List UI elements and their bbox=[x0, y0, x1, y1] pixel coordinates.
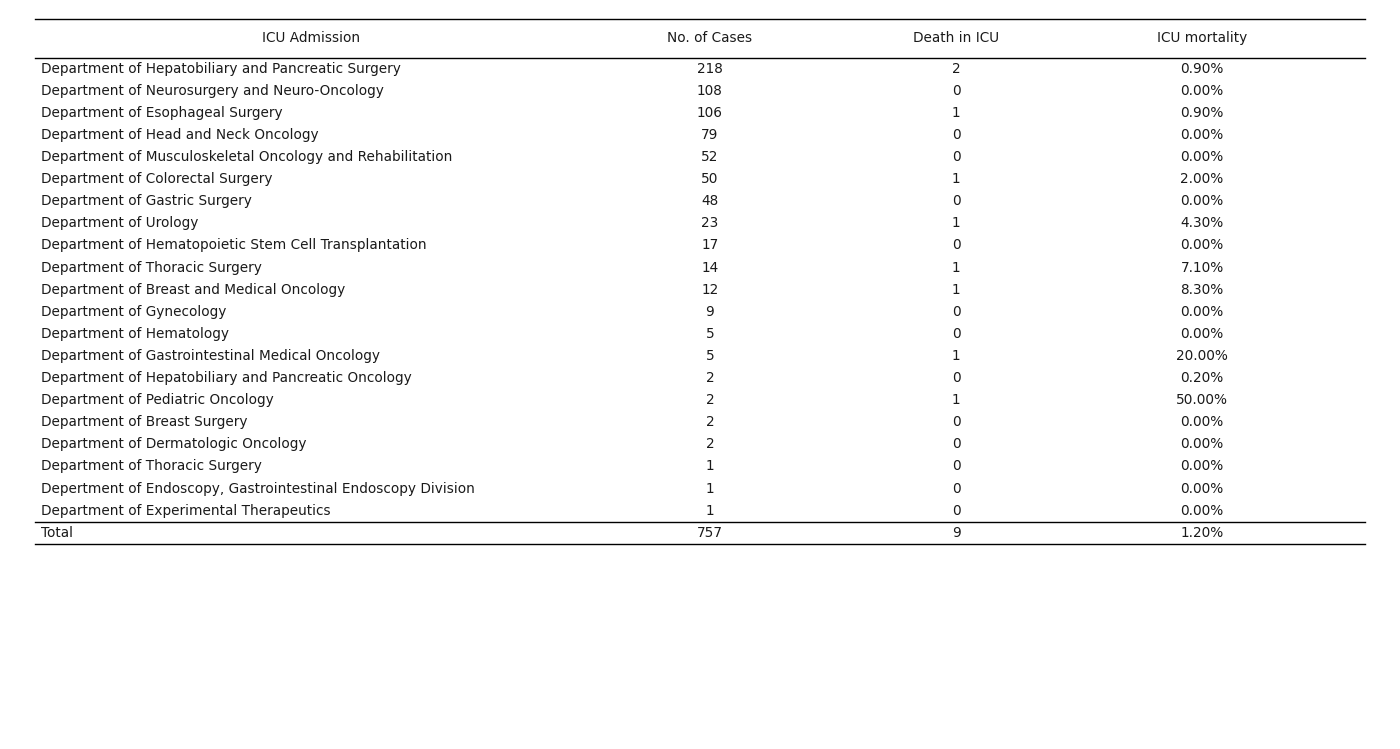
Text: 50.00%: 50.00% bbox=[1176, 393, 1228, 407]
Text: 0: 0 bbox=[952, 437, 960, 452]
Text: Department of Urology: Department of Urology bbox=[41, 216, 197, 231]
Text: Department of Breast Surgery: Department of Breast Surgery bbox=[41, 415, 246, 429]
Text: 23: 23 bbox=[701, 216, 718, 231]
Text: 0.00%: 0.00% bbox=[1180, 503, 1224, 518]
Text: 0: 0 bbox=[952, 482, 960, 496]
Text: 9: 9 bbox=[706, 305, 714, 319]
Text: 1: 1 bbox=[706, 503, 714, 518]
Text: 2: 2 bbox=[706, 415, 714, 429]
Text: Department of Gastric Surgery: Department of Gastric Surgery bbox=[41, 194, 252, 208]
Text: 0.20%: 0.20% bbox=[1180, 371, 1224, 385]
Text: 1: 1 bbox=[952, 172, 960, 187]
Text: Department of Thoracic Surgery: Department of Thoracic Surgery bbox=[41, 261, 262, 275]
Text: 2: 2 bbox=[706, 437, 714, 452]
Text: 50: 50 bbox=[701, 172, 718, 187]
Text: 0: 0 bbox=[952, 84, 960, 98]
Text: 0.00%: 0.00% bbox=[1180, 459, 1224, 473]
Text: 0.00%: 0.00% bbox=[1180, 128, 1224, 142]
Text: 0: 0 bbox=[952, 128, 960, 142]
Text: Department of Esophageal Surgery: Department of Esophageal Surgery bbox=[41, 106, 283, 120]
Text: Total: Total bbox=[41, 526, 73, 540]
Text: 1: 1 bbox=[952, 349, 960, 363]
Text: 17: 17 bbox=[701, 238, 718, 252]
Text: 52: 52 bbox=[701, 150, 718, 164]
Text: Department of Hepatobiliary and Pancreatic Surgery: Department of Hepatobiliary and Pancreat… bbox=[41, 61, 400, 76]
Text: 20.00%: 20.00% bbox=[1176, 349, 1228, 363]
Text: 79: 79 bbox=[701, 128, 718, 142]
Text: 7.10%: 7.10% bbox=[1180, 261, 1224, 275]
Text: ICU mortality: ICU mortality bbox=[1156, 31, 1247, 45]
Text: Department of Colorectal Surgery: Department of Colorectal Surgery bbox=[41, 172, 272, 187]
Text: 0.90%: 0.90% bbox=[1180, 61, 1224, 76]
Text: 9: 9 bbox=[952, 526, 960, 540]
Text: 106: 106 bbox=[697, 106, 722, 120]
Text: 2: 2 bbox=[952, 61, 960, 76]
Text: 1: 1 bbox=[952, 106, 960, 120]
Text: Department of Hematopoietic Stem Cell Transplantation: Department of Hematopoietic Stem Cell Tr… bbox=[41, 238, 426, 252]
Text: 0: 0 bbox=[952, 238, 960, 252]
Text: 0.00%: 0.00% bbox=[1180, 84, 1224, 98]
Text: 1: 1 bbox=[952, 216, 960, 231]
Text: Department of Dermatologic Oncology: Department of Dermatologic Oncology bbox=[41, 437, 307, 452]
Text: 0: 0 bbox=[952, 503, 960, 518]
Text: Department of Hepatobiliary and Pancreatic Oncology: Department of Hepatobiliary and Pancreat… bbox=[41, 371, 412, 385]
Text: 0.00%: 0.00% bbox=[1180, 482, 1224, 496]
Text: Department of Pediatric Oncology: Department of Pediatric Oncology bbox=[41, 393, 273, 407]
Text: 0: 0 bbox=[952, 194, 960, 208]
Text: 48: 48 bbox=[701, 194, 718, 208]
Text: Department of Thoracic Surgery: Department of Thoracic Surgery bbox=[41, 459, 262, 473]
Text: 0.00%: 0.00% bbox=[1180, 415, 1224, 429]
Text: 218: 218 bbox=[697, 61, 722, 76]
Text: 1: 1 bbox=[952, 282, 960, 297]
Text: Department of Neurosurgery and Neuro-Oncology: Department of Neurosurgery and Neuro-Onc… bbox=[41, 84, 384, 98]
Text: Depertment of Endoscopy, Gastrointestinal Endoscopy Division: Depertment of Endoscopy, Gastrointestina… bbox=[41, 482, 475, 496]
Text: 0: 0 bbox=[952, 305, 960, 319]
Text: Department of Head and Neck Oncology: Department of Head and Neck Oncology bbox=[41, 128, 318, 142]
Text: 2.00%: 2.00% bbox=[1180, 172, 1224, 187]
Text: 0.00%: 0.00% bbox=[1180, 238, 1224, 252]
Text: 12: 12 bbox=[701, 282, 718, 297]
Text: 0.90%: 0.90% bbox=[1180, 106, 1224, 120]
Text: 0: 0 bbox=[952, 150, 960, 164]
Text: 0: 0 bbox=[952, 415, 960, 429]
Text: 1: 1 bbox=[706, 459, 714, 473]
Text: 1: 1 bbox=[952, 393, 960, 407]
Text: 4.30%: 4.30% bbox=[1180, 216, 1224, 231]
Text: 0.00%: 0.00% bbox=[1180, 194, 1224, 208]
Text: 1: 1 bbox=[706, 482, 714, 496]
Text: 0.00%: 0.00% bbox=[1180, 437, 1224, 452]
Text: 108: 108 bbox=[697, 84, 722, 98]
Text: Department of Gynecology: Department of Gynecology bbox=[41, 305, 225, 319]
Text: Department of Breast and Medical Oncology: Department of Breast and Medical Oncolog… bbox=[41, 282, 344, 297]
Text: Department of Gastrointestinal Medical Oncology: Department of Gastrointestinal Medical O… bbox=[41, 349, 379, 363]
Text: 0.00%: 0.00% bbox=[1180, 305, 1224, 319]
Text: 757: 757 bbox=[697, 526, 722, 540]
Text: 0: 0 bbox=[952, 459, 960, 473]
Text: No. of Cases: No. of Cases bbox=[668, 31, 753, 45]
Text: ICU Admission: ICU Admission bbox=[262, 31, 360, 45]
Text: 0: 0 bbox=[952, 371, 960, 385]
Text: 14: 14 bbox=[701, 261, 718, 275]
Text: 2: 2 bbox=[706, 393, 714, 407]
Text: 0.00%: 0.00% bbox=[1180, 150, 1224, 164]
Text: 0.00%: 0.00% bbox=[1180, 327, 1224, 341]
Text: 5: 5 bbox=[706, 349, 714, 363]
Text: 1: 1 bbox=[952, 261, 960, 275]
Text: Death in ICU: Death in ICU bbox=[913, 31, 1000, 45]
Text: 1.20%: 1.20% bbox=[1180, 526, 1224, 540]
Text: Department of Musculoskeletal Oncology and Rehabilitation: Department of Musculoskeletal Oncology a… bbox=[41, 150, 452, 164]
Text: 8.30%: 8.30% bbox=[1180, 282, 1224, 297]
Text: Department of Hematology: Department of Hematology bbox=[41, 327, 228, 341]
Text: 5: 5 bbox=[706, 327, 714, 341]
Text: 2: 2 bbox=[706, 371, 714, 385]
Text: 0: 0 bbox=[952, 327, 960, 341]
Text: Department of Experimental Therapeutics: Department of Experimental Therapeutics bbox=[41, 503, 330, 518]
